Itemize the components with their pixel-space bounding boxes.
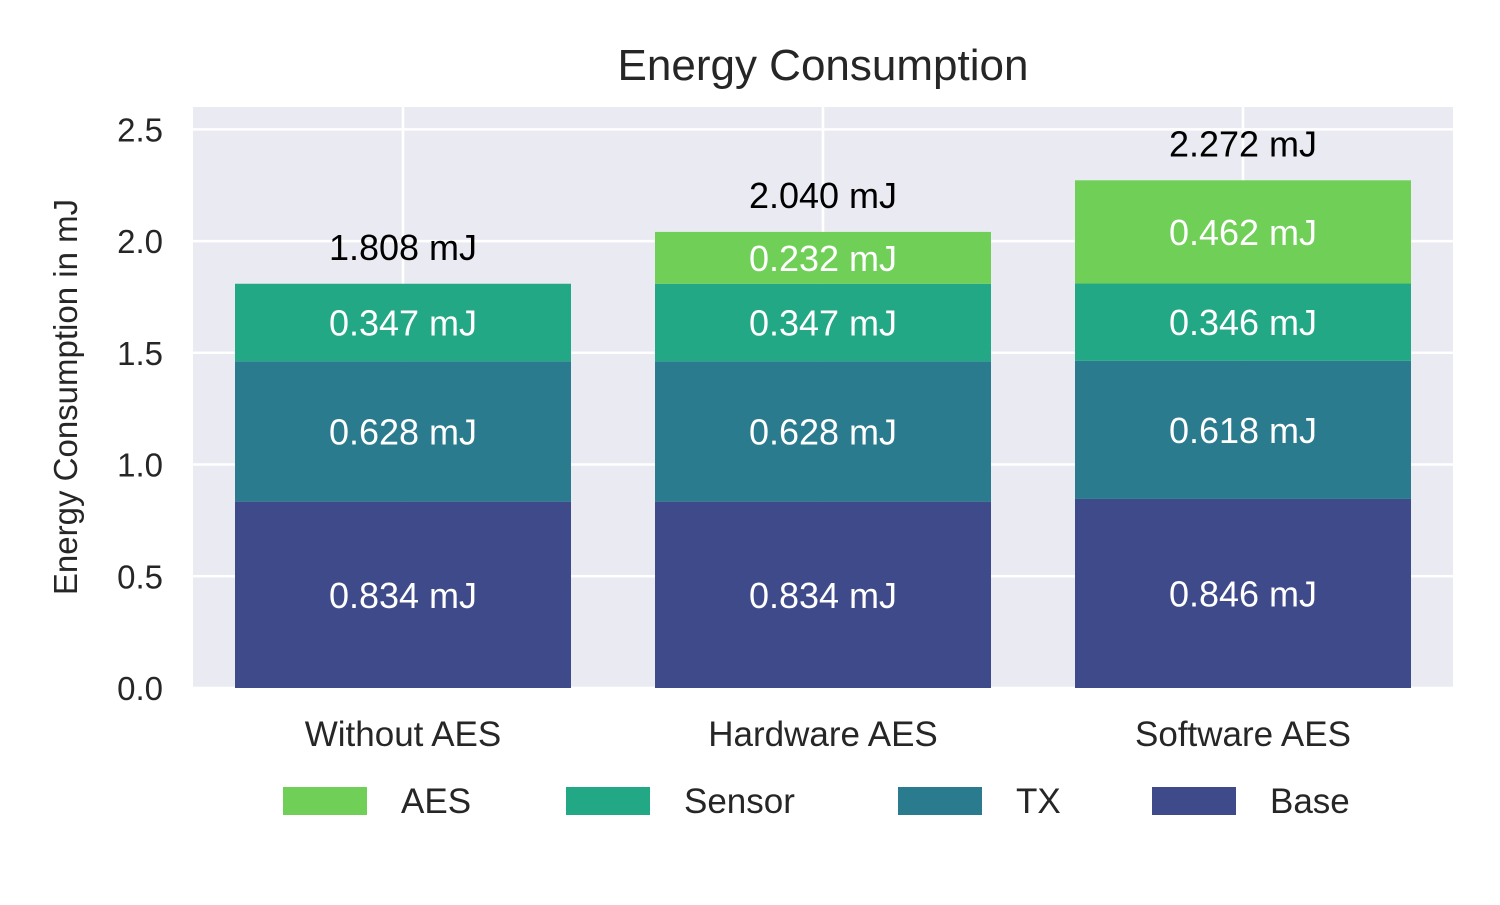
y-axis-label: Energy Consumption in mJ (47, 199, 84, 595)
bar-base-1 (655, 501, 991, 688)
y-tick-label-5: 2.5 (117, 111, 163, 148)
bar-tx-1 (655, 361, 991, 502)
y-tick-label-2: 1.0 (117, 447, 163, 484)
bar-aes-1 (655, 231, 991, 284)
data-labels: 0.834 mJ 0.628 mJ 0.347 mJ 1.808 mJ 0.834 mJ… (329, 123, 1317, 616)
legend-label-tx: TX (1016, 782, 1061, 821)
bar-base-2 (1075, 498, 1411, 688)
total-label-0: 1.808 mJ (329, 227, 477, 268)
axes: 0.0 0.5 1.0 1.5 2.0 2.5 Without AES Hardware AE… (117, 111, 1351, 754)
total-label-2: 2.272 mJ (1169, 123, 1317, 164)
y-tick-label-0: 0.0 (117, 670, 163, 707)
chart-title: Energy Consumption (618, 41, 1029, 90)
legend: AES Sensor TX Base (283, 782, 1350, 821)
x-tick-label-0: Without AES (305, 715, 501, 754)
x-tick-label-2: Software AES (1135, 715, 1351, 754)
segment-label-base-2: 0.846 mJ (1169, 573, 1317, 614)
bar-sensor-1 (655, 283, 991, 362)
y-tick-label-3: 1.5 (117, 335, 163, 372)
legend-swatch-sensor (566, 787, 650, 815)
y-tick-label-4: 2.0 (117, 223, 163, 260)
bar-tx-0 (235, 361, 571, 502)
legend-label-aes: AES (401, 782, 471, 821)
y-tick-label-1: 0.5 (117, 558, 163, 595)
segment-label-aes-1: 0.232 mJ (749, 238, 897, 279)
legend-label-sensor: Sensor (684, 782, 795, 821)
total-label-1: 2.040 mJ (749, 175, 897, 216)
segment-label-tx-0: 0.628 mJ (329, 411, 477, 452)
legend-swatch-base (1152, 787, 1236, 815)
bar-tx-2 (1075, 360, 1411, 499)
segment-label-sensor-0: 0.347 mJ (329, 303, 477, 344)
bar-sensor-0 (235, 283, 571, 362)
bar-sensor-2 (1075, 283, 1411, 361)
bar-aes-2 (1075, 180, 1411, 284)
segment-label-sensor-2: 0.346 mJ (1169, 302, 1317, 343)
segment-label-base-1: 0.834 mJ (749, 575, 897, 616)
segment-label-aes-2: 0.462 mJ (1169, 212, 1317, 253)
segment-label-sensor-1: 0.347 mJ (749, 303, 897, 344)
segment-label-tx-1: 0.628 mJ (749, 411, 897, 452)
segment-label-base-0: 0.834 mJ (329, 575, 477, 616)
bar-base-0 (235, 501, 571, 688)
bars (235, 180, 1411, 688)
x-tick-label-1: Hardware AES (708, 715, 938, 754)
legend-label-base: Base (1270, 782, 1350, 821)
legend-swatch-aes (283, 787, 367, 815)
legend-swatch-tx (898, 787, 982, 815)
segment-label-tx-2: 0.618 mJ (1169, 410, 1317, 451)
